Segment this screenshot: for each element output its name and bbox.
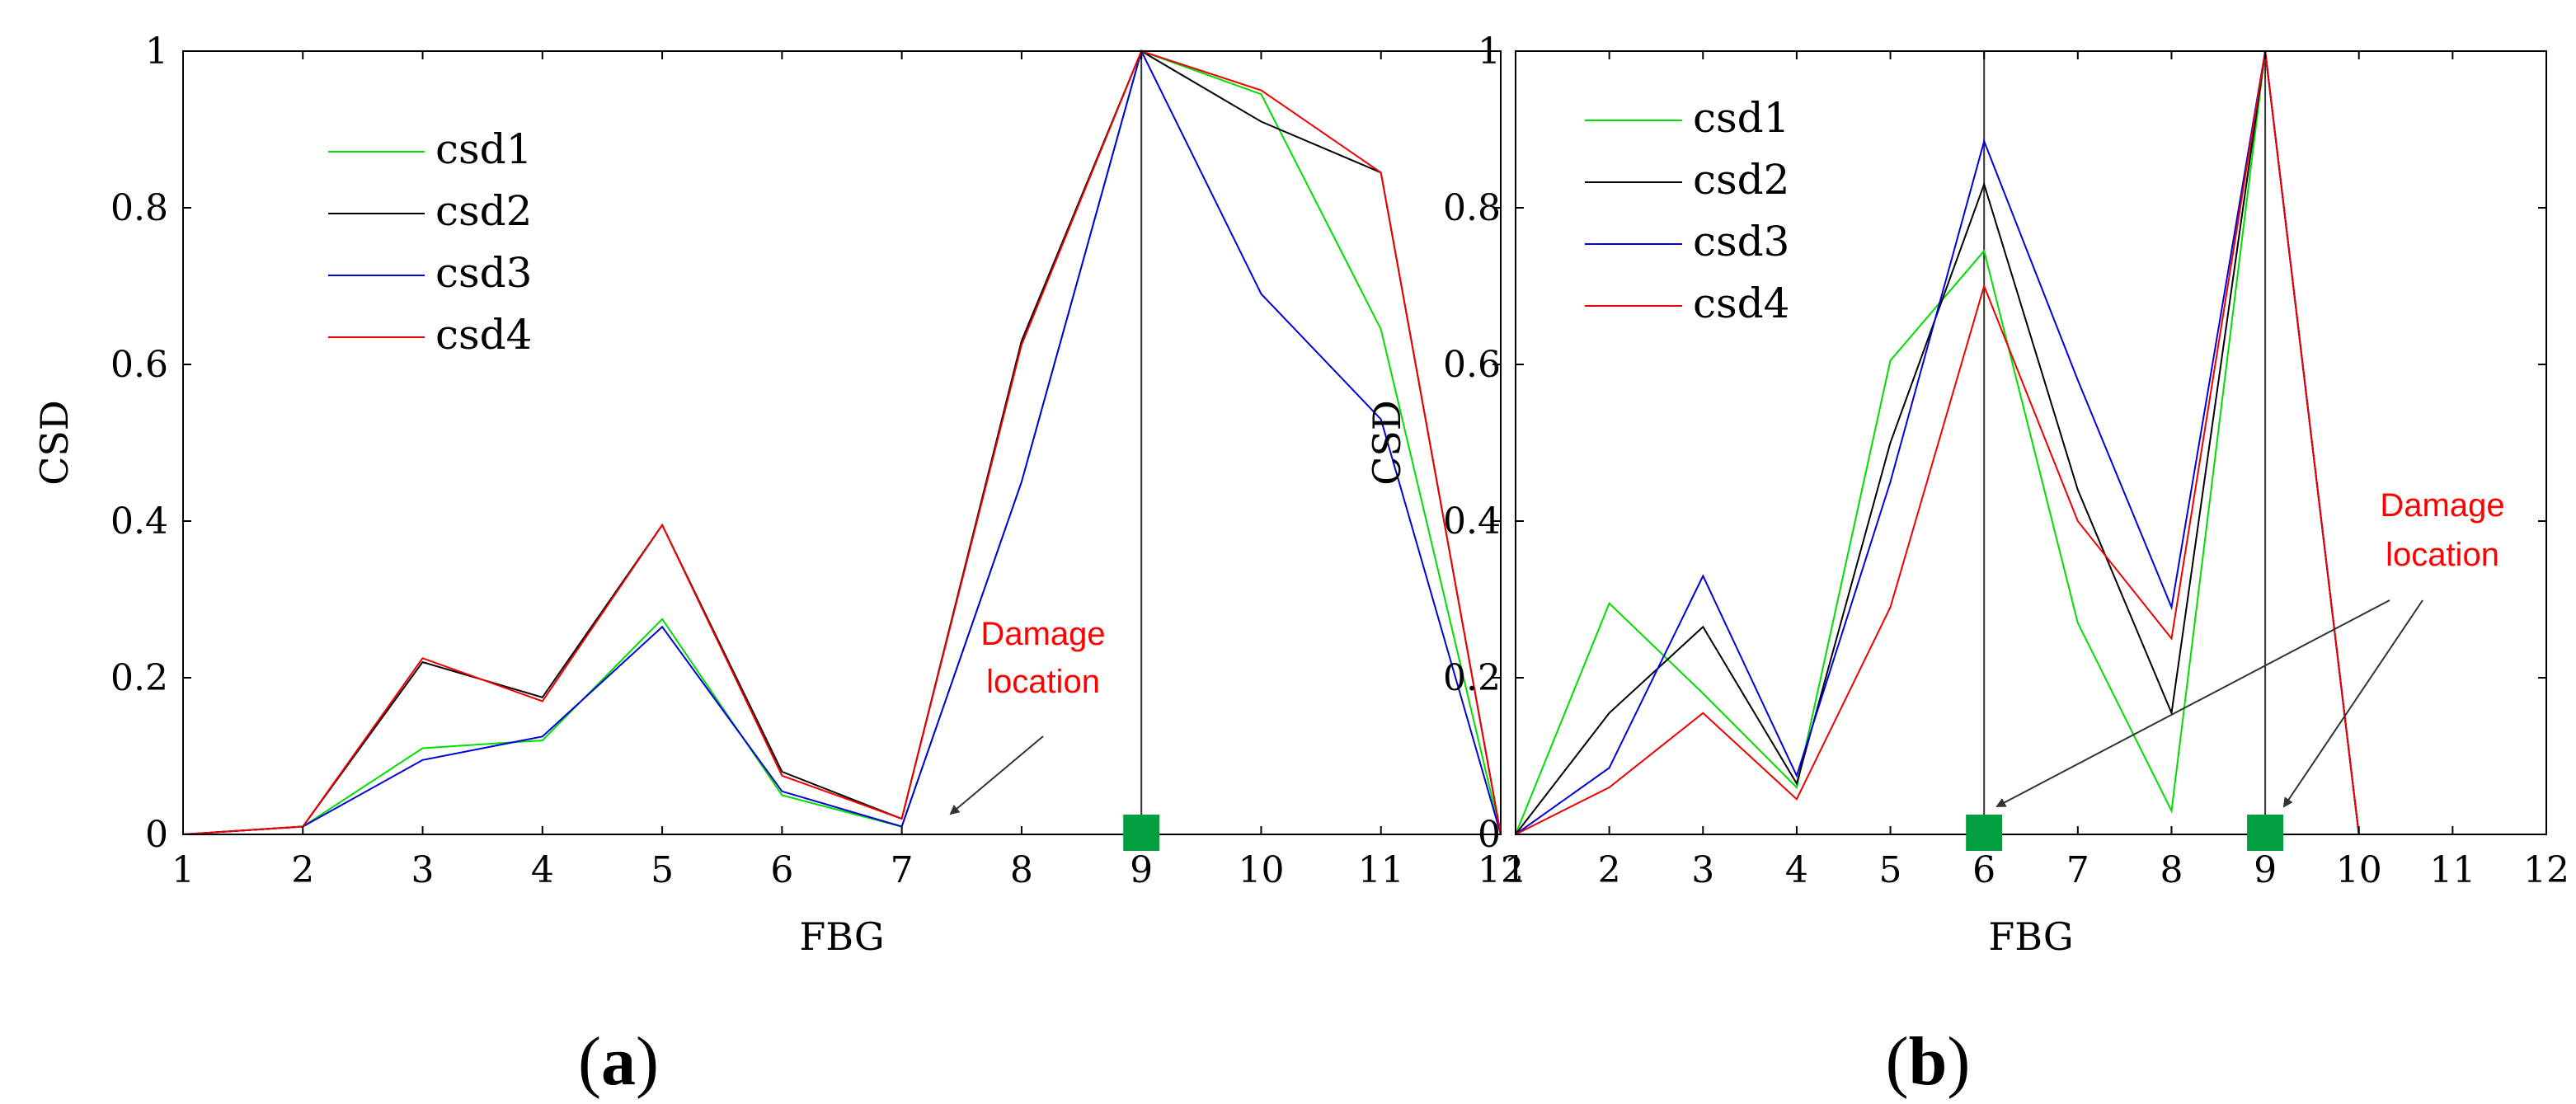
series-line-csd1 [182,49,1502,835]
annotation-arrow [2282,599,2423,808]
series-line-csd3 [1515,50,2546,835]
legend-label-csd4: csd4 [435,311,532,359]
y-tick-label: 0.4 [110,500,168,543]
x-tick-label: 5 [651,849,674,891]
legend-label-csd3: csd3 [435,249,532,297]
legend-a: csd1 csd2 csd3 csd4 [328,125,532,359]
series-layer-a [182,49,1502,835]
damage-location-marker [1123,815,1160,851]
x-tick-label: 1 [1504,849,1527,891]
x-tick-label: 12 [1478,849,1524,891]
x-tick-label: 8 [1010,849,1033,891]
x-tick-label: 12 [2523,849,2569,891]
legend-label-csd2: csd2 [435,187,532,235]
plot-frame-b [1515,50,2547,835]
x-tick-label: 9 [2254,849,2277,891]
damage-annotation-line2-a: location [986,664,1100,700]
series-layer-b [1515,50,2546,835]
x-tick-label: 2 [1598,849,1621,891]
x-axis-label-b: FBG [1988,914,2073,959]
y-tick-label: 0.8 [1443,187,1501,229]
panel-label-b: (b) [1886,1023,1971,1100]
x-axis-label-a: FBG [799,914,884,959]
y-tick-label: 1 [1478,31,1501,73]
annotation-arrow [1995,599,2390,807]
x-tick-label: 10 [1238,849,1284,891]
damage-annotation-line1-a: Damage [980,616,1105,652]
series-line-csd3 [182,49,1502,835]
legend-label-csd4: csd4 [1693,280,1789,327]
series-line-csd2 [1515,50,2546,835]
y-tick-label: 0 [1478,814,1501,856]
x-tick-label: 7 [891,849,914,891]
x-tick-label: 1 [172,849,195,891]
damage-location-marker [2247,815,2284,851]
x-tick-label: 4 [531,849,554,891]
annotation-arrows-b [1966,599,2423,851]
x-tick-label: 8 [2160,849,2183,891]
legend-label-csd1: csd1 [435,125,532,173]
series-line-csd1 [1515,50,2546,835]
y-tick-label: 0.6 [1443,344,1501,386]
series-line-csd4 [182,49,1502,835]
panel-label-a: (a) [578,1023,659,1100]
annotation-arrows-a [949,735,1160,851]
x-tick-label: 6 [770,849,793,891]
y-axis-label-a: CSD [32,400,77,486]
y-axis-label-b: CSD [1365,400,1409,486]
x-tick-label: 7 [2066,849,2089,891]
x-tick-label: 4 [1785,849,1808,891]
y-tick-label: 1 [145,31,168,73]
annotation-arrow [949,735,1044,815]
damage-annotation-line2-b: location [2386,537,2499,573]
legend-label-csd3: csd3 [1693,218,1789,265]
x-tick-label: 10 [2336,849,2382,891]
y-tick-label: 0.6 [110,344,168,386]
legend-label-csd1: csd1 [1693,94,1789,142]
x-tick-label: 9 [1130,849,1153,891]
x-tick-label: 11 [2429,849,2475,891]
x-tick-label: 3 [411,849,435,891]
series-line-csd2 [182,49,1502,835]
legend-label-csd2: csd2 [1693,156,1789,204]
legend-b: csd1 csd2 csd3 csd4 [1585,94,1789,327]
y-tick-label: 0.8 [110,187,168,229]
y-tick-label: 0.4 [1443,500,1501,543]
plot-frame-a [182,50,1502,835]
damage-annotation-line1-b: Damage [2380,487,2504,524]
series-line-csd4 [1515,50,2546,835]
damage-location-marker [1966,815,2003,851]
y-tick-label: 0.2 [1443,657,1501,699]
y-tick-label: 0 [145,814,168,856]
x-tick-label: 5 [1879,849,1902,891]
y-tick-label: 0.2 [110,657,168,699]
x-tick-label: 3 [1691,849,1714,891]
x-tick-label: 11 [1358,849,1404,891]
x-tick-label: 2 [291,849,314,891]
x-tick-label: 6 [1972,849,1995,891]
